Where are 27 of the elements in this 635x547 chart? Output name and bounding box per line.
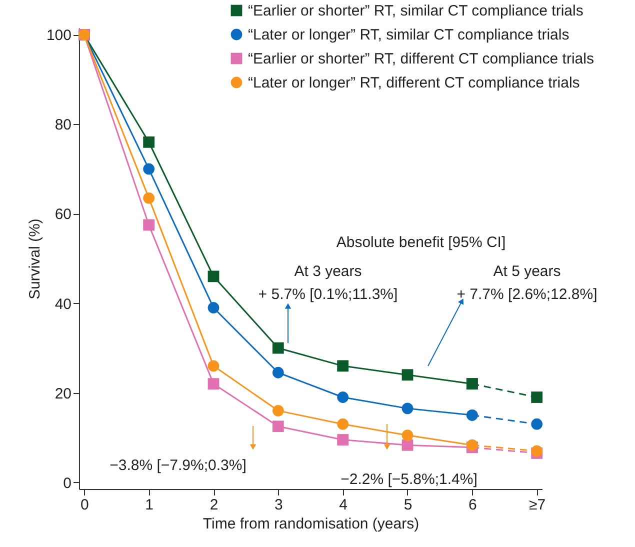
legend-label: “Later or longer” RT, different CT compliance trials: [248, 74, 580, 92]
annotation: At 3 years: [294, 263, 362, 280]
annotation: Absolute benefit [95% CI]: [336, 234, 506, 251]
x-axis-title: Time from randomisation (years): [202, 516, 420, 532]
y-tick-label: 100: [46, 27, 72, 44]
legend-label: “Earlier or shorter” RT, similar CT compliance trials: [248, 2, 584, 20]
x-tick-label: 1: [145, 496, 154, 514]
legend-label: “Later or longer” RT, similar CT compliance trials: [248, 26, 570, 44]
x-tick-label: 4: [339, 496, 348, 514]
x-tick-label: 6: [468, 496, 477, 514]
annotation: + 7.7% [2.6%;12.8%]: [456, 286, 598, 303]
x-tick-label: 2: [210, 496, 218, 514]
x-tick-label: 5: [404, 496, 412, 514]
y-tick-label: 40: [54, 296, 72, 313]
y-tick-label: 60: [54, 206, 72, 224]
x-tick-label: 3: [274, 496, 283, 514]
y-axis-title: Survival (%): [26, 218, 44, 300]
annotation: −3.8% [−7.9%;0.3%]: [110, 457, 246, 474]
y-tick-label: 80: [54, 116, 72, 134]
annotation: −2.2% [−5.8%;1.4%]: [340, 471, 478, 488]
y-tick-label: 0: [63, 474, 72, 492]
annotation: At 5 years: [493, 263, 561, 280]
annotation: + 5.7% [0.1%;11.3%]: [258, 286, 398, 303]
y-tick-label: 20: [54, 385, 72, 402]
legend-label: “Earlier or shorter” RT, different CT compliance trials: [248, 50, 594, 68]
x-tick-label: 0: [80, 496, 89, 514]
x-tick-label: ≥7: [529, 496, 546, 514]
